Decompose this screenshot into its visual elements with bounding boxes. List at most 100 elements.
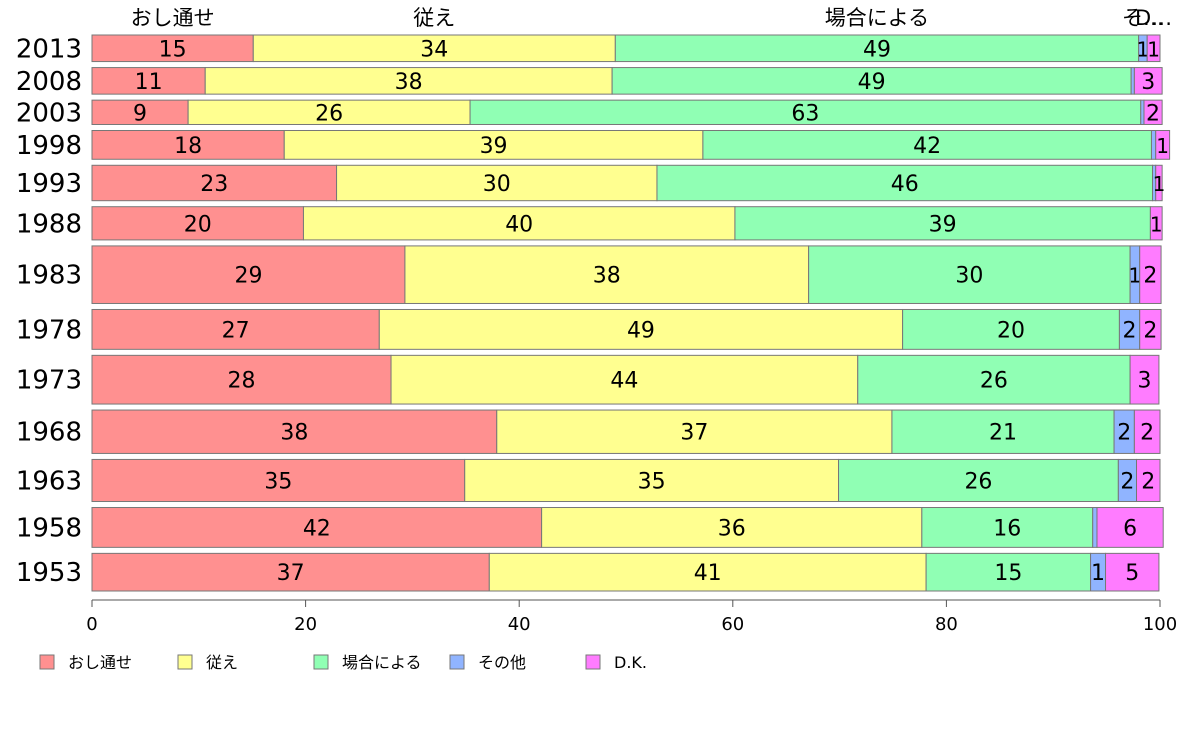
value-label-1968-s4: 2	[1140, 421, 1154, 446]
value-label-2003-s1: 26	[315, 101, 343, 126]
bar-segment-1973-s2	[857, 354, 1131, 405]
value-label-2003-s0: 9	[133, 101, 147, 126]
value-label-1973-s4: 3	[1138, 369, 1152, 394]
bar-segment-2003-s4	[1143, 99, 1163, 125]
value-label-2008-s1: 38	[395, 70, 423, 95]
value-label-1958-s2: 16	[993, 516, 1021, 541]
value-label-1958-s0: 42	[303, 516, 331, 541]
value-label-2003-s2: 63	[791, 101, 819, 126]
legend-swatch-2	[313, 654, 329, 670]
value-label-2008-s2: 49	[858, 70, 886, 95]
value-label-1953-s4: 5	[1125, 561, 1139, 586]
value-label-1978-s2: 20	[997, 318, 1025, 343]
year-label-1973: 1973	[16, 366, 82, 396]
bar-segment-1978-s2	[902, 308, 1120, 350]
bar-segment-1988-s1	[302, 206, 736, 241]
top-category-label-2: 場合による	[825, 6, 929, 30]
bar-segment-1983-s1	[404, 245, 810, 304]
bar-segment-1988-s4	[1149, 206, 1163, 241]
value-label-1988-s1: 40	[505, 212, 533, 237]
bar-segment-1968-s1	[496, 409, 893, 454]
value-label-1993-s4: 1	[1153, 172, 1166, 196]
legend-label-0: おし通せ	[68, 653, 132, 672]
bar-segment-1958-s1	[541, 507, 923, 548]
value-label-1978-s4: 2	[1143, 318, 1157, 343]
value-label-1993-s1: 30	[483, 172, 511, 197]
value-label-1968-s3: 2	[1117, 421, 1131, 446]
value-label-1973-s1: 44	[610, 369, 638, 394]
bar-segment-1978-s0	[91, 308, 380, 350]
value-label-1998-s2: 42	[913, 134, 941, 159]
bar-segment-1998-s4	[1155, 129, 1171, 160]
year-label-2008: 2008	[16, 67, 82, 97]
bar-segment-1963-s2	[838, 458, 1119, 503]
legend-label-3: その他	[478, 653, 526, 672]
value-label-1963-s2: 26	[964, 469, 992, 494]
value-label-2013-s2: 49	[863, 37, 891, 62]
legend-swatch-1	[177, 654, 193, 670]
value-label-1993-s0: 23	[200, 172, 228, 197]
bar-segment-1998-s3	[1150, 129, 1157, 160]
legend-swatch-0	[39, 654, 55, 670]
bar-segment-1978-s4	[1139, 308, 1162, 350]
value-label-1978-s0: 27	[222, 318, 250, 343]
bar-segment-1958-s2	[921, 507, 1094, 548]
value-label-2008-s4: 3	[1141, 70, 1155, 95]
value-label-1988-s4: 1	[1150, 212, 1163, 236]
value-label-1998-s0: 18	[174, 134, 202, 159]
value-label-1958-s1: 36	[718, 516, 746, 541]
bar-segment-1963-s0	[91, 458, 466, 503]
legend-label-1: 従え	[206, 653, 238, 672]
bar-segment-1973-s0	[91, 354, 392, 405]
value-label-2008-s0: 11	[135, 70, 163, 95]
value-label-1983-s1: 38	[593, 264, 621, 289]
bar-segment-1978-s1	[378, 308, 904, 350]
value-label-2013-s0: 15	[159, 37, 187, 62]
value-label-1963-s1: 35	[638, 469, 666, 494]
value-label-1968-s1: 37	[680, 421, 708, 446]
year-label-1983: 1983	[16, 261, 82, 291]
bar-segment-1958-s4	[1096, 507, 1164, 548]
value-label-1973-s0: 28	[228, 369, 256, 394]
value-label-1993-s2: 46	[891, 172, 919, 197]
bar-segment-1953-s1	[488, 552, 927, 592]
value-label-1988-s0: 20	[184, 212, 212, 237]
bar-segment-2013-s1	[252, 34, 616, 63]
value-label-1983-s4: 2	[1143, 264, 1157, 289]
bar-segment-1993-s1	[336, 164, 658, 202]
x-tick-label-40: 40	[508, 614, 531, 635]
value-label-2013-s1: 34	[420, 37, 448, 62]
value-label-1953-s0: 37	[277, 561, 305, 586]
bar-segment-2008-s1	[204, 67, 613, 95]
bar-segment-1993-s4	[1155, 164, 1163, 202]
x-tick-label-60: 60	[721, 614, 744, 635]
legend-swatch-3	[449, 654, 465, 670]
x-tick-label-100: 100	[1143, 614, 1177, 635]
value-label-1953-s2: 15	[994, 561, 1022, 586]
year-label-2013: 2013	[16, 34, 82, 64]
bar-segment-2003-s0	[91, 99, 189, 125]
top-category-label-4: D…	[1135, 6, 1172, 30]
value-label-1963-s4: 2	[1141, 469, 1155, 494]
value-label-2013-s3: 1	[1137, 37, 1150, 61]
top-category-label-0: おし通せ	[131, 6, 215, 30]
year-label-1998: 1998	[16, 131, 82, 161]
bar-segment-1953-s0	[91, 552, 490, 592]
x-tick-label-0: 0	[86, 614, 97, 635]
bar-segment-1983-s0	[91, 245, 406, 304]
legend-label-4: D.K.	[614, 653, 647, 672]
bar-segment-1963-s4	[1136, 458, 1161, 503]
x-tick-label-20: 20	[294, 614, 317, 635]
value-label-1963-s3: 2	[1120, 469, 1134, 494]
value-label-1978-s3: 2	[1123, 318, 1137, 343]
bar-segment-1973-s4	[1129, 354, 1160, 405]
bar-segment-1968-s0	[91, 409, 498, 454]
bar-segment-1968-s4	[1133, 409, 1161, 454]
bar-segment-1973-s1	[390, 354, 859, 405]
bar-segment-1983-s2	[808, 245, 1131, 304]
year-label-1988: 1988	[16, 209, 82, 239]
value-label-1983-s2: 30	[955, 264, 983, 289]
value-label-2013-s4: 1	[1147, 37, 1160, 61]
